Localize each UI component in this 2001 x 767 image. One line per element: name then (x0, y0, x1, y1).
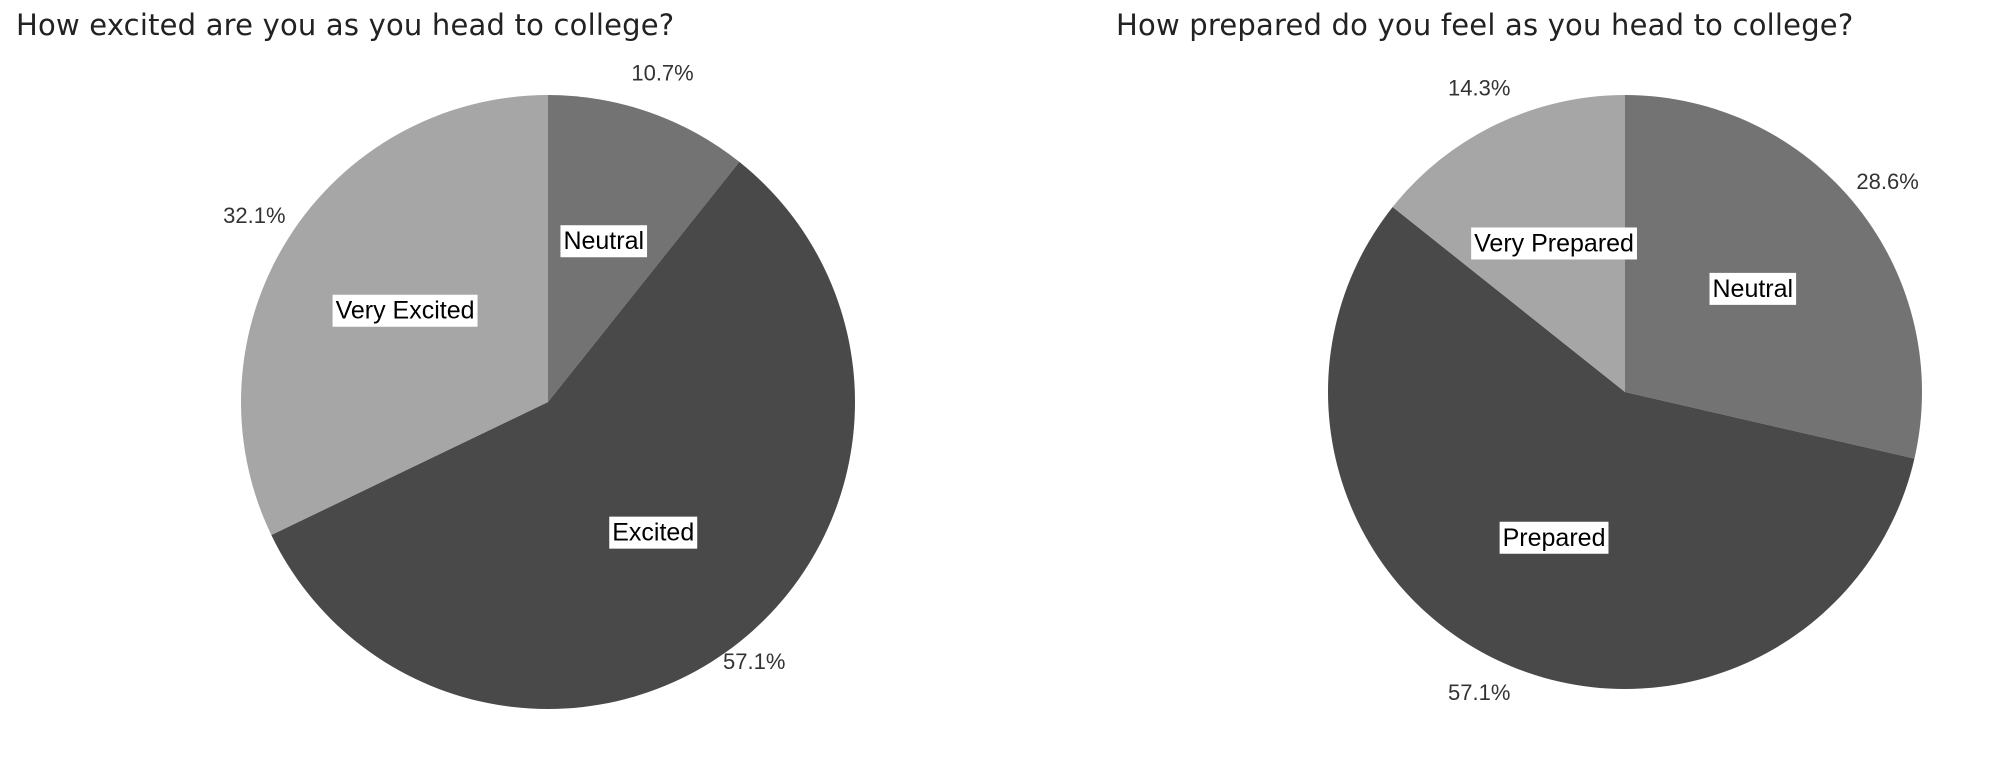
chart-prepared: How prepared do you feel as you head to … (1000, 0, 2001, 767)
category-label-text: Neutral (1713, 275, 1794, 303)
data-label-neutral: 10.7% (631, 60, 693, 85)
category-label-text: Very Excited (336, 297, 475, 325)
chart-title: How excited are you as you head to colle… (16, 8, 675, 42)
chart-excited: How excited are you as you head to colle… (0, 0, 1000, 767)
category-label-very-excited: Very Excited (332, 294, 478, 327)
label-background (1709, 272, 1797, 305)
pie-slice-prepared (1328, 207, 1915, 690)
label-background (560, 225, 648, 258)
label-background (1471, 227, 1637, 260)
label-background (609, 516, 698, 549)
data-label-excited: 57.1% (723, 649, 785, 674)
category-label-neutral: Neutral (1709, 272, 1797, 305)
data-label-prepared: 57.1% (1448, 680, 1510, 705)
category-label-prepared: Prepared (1499, 521, 1609, 554)
chart-title: How prepared do you feel as you head to … (1116, 8, 1854, 42)
category-label-text: Excited (612, 519, 694, 547)
data-label-neutral: 28.6% (1856, 169, 1918, 194)
category-label-text: Very Prepared (1474, 229, 1634, 257)
category-label-text: Neutral (563, 227, 644, 255)
label-background (1499, 521, 1609, 554)
category-label-very-prepared: Very Prepared (1471, 227, 1637, 260)
pie-slice-excited (271, 161, 856, 710)
category-label-neutral: Neutral (560, 225, 648, 258)
pie-chart-excited: 10.7% Neutral 57.1% Excited 32.1% Very Excite… (223, 60, 856, 710)
pie-chart-prepared: 28.6% Neutral 57.1% Prepared 14.3% Very Prepa… (1328, 76, 1922, 705)
category-label-excited: Excited (609, 516, 698, 549)
data-label-very-excited: 32.1% (223, 203, 285, 228)
category-label-text: Prepared (1503, 524, 1606, 552)
label-background (332, 294, 478, 327)
data-label-very-prepared: 14.3% (1448, 76, 1510, 101)
